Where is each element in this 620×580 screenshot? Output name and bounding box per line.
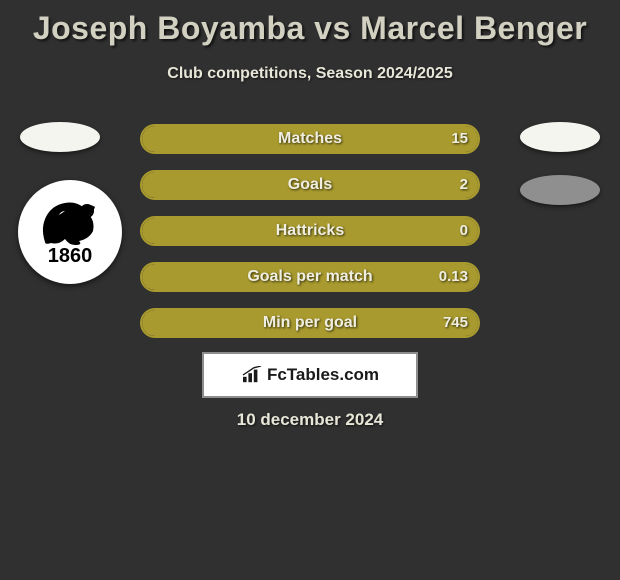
comparison-title: Joseph Boyamba vs Marcel Benger [0,0,620,47]
chart-icon [241,366,263,384]
stat-bar-value: 15 [451,126,468,152]
stat-bar: Min per goal745 [140,308,480,338]
lion-icon [35,197,105,247]
player-right-badge [520,122,600,152]
stat-bar-label: Hattricks [142,218,478,244]
stat-bar-value: 0 [460,218,468,244]
club-year: 1860 [48,245,93,268]
fctables-logo: FcTables.com [202,352,418,398]
player-left-badge [20,122,100,152]
season-subtitle: Club competitions, Season 2024/2025 [0,65,620,83]
stat-bar-value: 0.13 [439,264,468,290]
logo-text: FcTables.com [267,365,379,385]
snapshot-date: 10 december 2024 [0,410,620,430]
club-crest: 1860 [18,180,122,284]
stat-bar: Matches15 [140,124,480,154]
stat-bar-label: Goals [142,172,478,198]
stat-bar-label: Matches [142,126,478,152]
stat-bar-label: Min per goal [142,310,478,336]
stat-bar: Hattricks0 [140,216,480,246]
stat-bar: Goals per match0.13 [140,262,480,292]
player-right-badge-2 [520,175,600,205]
stat-bars: Matches15 Goals2 Hattricks0 Goals per match… [140,124,480,354]
stat-bar: Goals2 [140,170,480,200]
stat-bar-value: 745 [443,310,468,336]
stat-bar-label: Goals per match [142,264,478,290]
stat-bar-value: 2 [460,172,468,198]
